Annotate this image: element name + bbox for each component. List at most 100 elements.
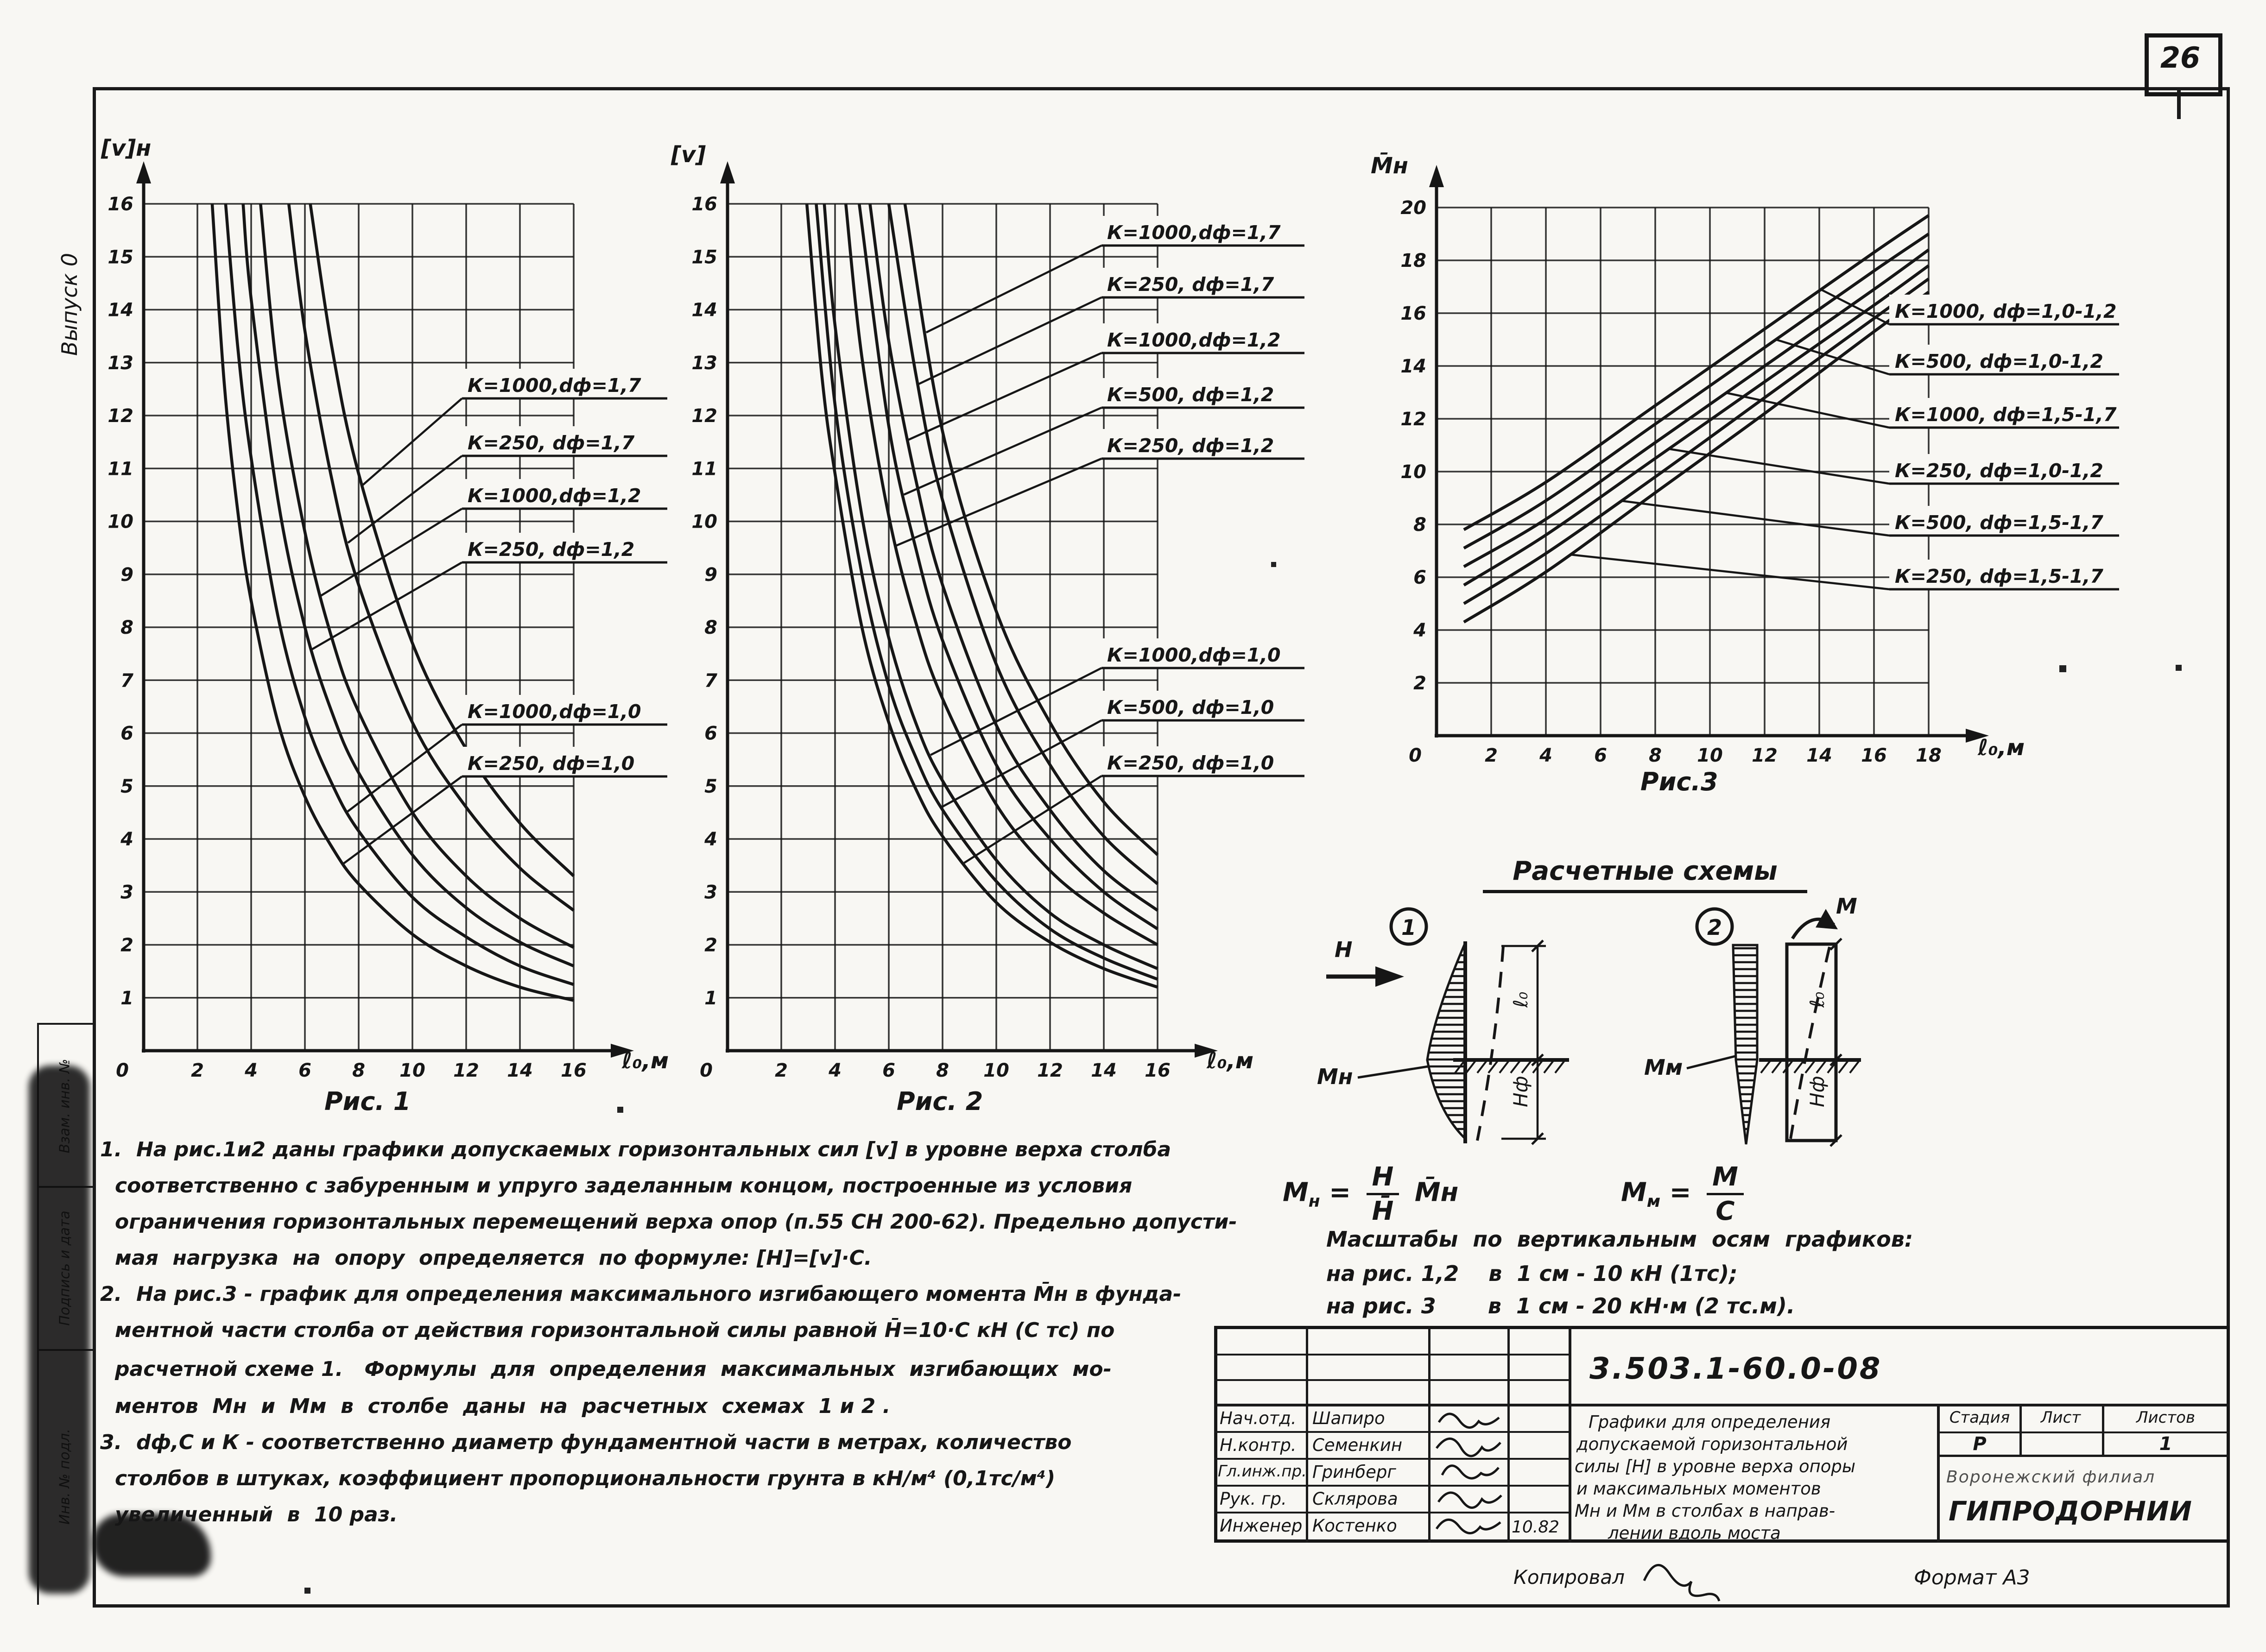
org-name: ГИПРОДОРНИИ	[1949, 1495, 2192, 1527]
label-mask	[1889, 398, 2123, 429]
formula-2-denominator: С	[1715, 1196, 1735, 1226]
margin-line-h1	[37, 1023, 93, 1025]
x-tick-label: 8	[1649, 745, 1662, 766]
curve-label: К=250, dф=1,2	[468, 538, 634, 561]
label-mask	[1101, 216, 1308, 246]
x-tick-label: 12	[1752, 745, 1778, 766]
fig2-ylabel: [v]	[671, 142, 706, 168]
y-tick-label: 12	[1400, 409, 1426, 430]
x-tick-label: 10	[1697, 745, 1723, 766]
y-tick-label: 4	[704, 829, 717, 850]
ground-hatch	[1782, 1060, 1793, 1074]
curve-fig3-0	[1463, 214, 1930, 531]
curve-fig1-2	[241, 203, 575, 968]
ground-hatch	[1838, 1060, 1849, 1074]
frame-left	[93, 87, 96, 1608]
curve-label: К=500, dф=1,5-1,7	[1895, 511, 2103, 534]
formula-2-fraction: М С	[1707, 1162, 1744, 1226]
fig1-xlabel: ℓ₀,м	[622, 1048, 669, 1074]
y-tick-label: 15	[691, 246, 717, 268]
formula-2-numerator: М	[1707, 1162, 1744, 1195]
scheme-2: 2 М ℓ₀ Нф Мм	[1644, 894, 1861, 1147]
title-block	[1214, 1326, 2230, 1543]
stamp-title-line-5: Мн и Мм в столбах в направ-	[1575, 1501, 1836, 1521]
x-axis-arrow	[1966, 729, 1989, 743]
copied-label: Копировал	[1513, 1566, 1625, 1589]
formula-1-denominator: Н̄	[1372, 1196, 1394, 1226]
formula-1: Мн = Н Н̄ М̄н	[1283, 1162, 1458, 1226]
fig1-caption: Рис. 1	[324, 1087, 411, 1116]
sheets-label: Листов	[2136, 1408, 2195, 1427]
fig3-chart: 0 2 4 6 8 10 12 14 16 18 2 4 6 8 10 12 14 16 18 20 К=1000, d…	[1400, 165, 2123, 766]
formula-2-eq: =	[1669, 1177, 1691, 1208]
label-leader	[903, 406, 1102, 496]
stamp-line	[2102, 1404, 2104, 1455]
y-tick-label: 10	[108, 511, 133, 533]
x-tick-label: 14	[1091, 1060, 1117, 1081]
org-branch: Воронежский филиал	[1946, 1468, 2156, 1487]
scales-row-2: на рис. 3 в 1 см - 20 кН·м (2 тс.м).	[1326, 1293, 1795, 1318]
scheme-2-moment-top-label: М	[1836, 894, 1857, 919]
x-tick-label: 4	[828, 1060, 842, 1081]
scheme-2-number: 2	[1707, 915, 1722, 940]
y-axis-arrow	[1429, 165, 1444, 187]
sheet-label: Лист	[2040, 1408, 2081, 1427]
formula-1-lhs-base: М	[1283, 1177, 1309, 1208]
y-tick-label: 11	[108, 458, 133, 479]
x-tick-label: 2	[1485, 745, 1498, 766]
stamp-line	[1507, 1326, 1510, 1543]
curve-label: К=250, dф=1,0	[1107, 752, 1274, 774]
x-tick-label: 6	[298, 1060, 311, 1081]
stamp-line	[1214, 1458, 1571, 1460]
curve-fig3-5	[1463, 290, 1930, 624]
stamp-line	[1214, 1512, 1571, 1513]
scheme-1-deflection	[1476, 946, 1505, 1141]
label-leader	[320, 508, 463, 597]
x-tick-label: 2	[191, 1060, 204, 1081]
stamp-line	[1428, 1326, 1430, 1543]
stamp-line	[1937, 1404, 1940, 1543]
y-tick-label: 1	[704, 988, 717, 1009]
y-tick-label: 3	[120, 882, 133, 903]
scales-title: Масштабы по вертикальным осям графиков:	[1326, 1227, 1913, 1252]
label-mask	[1889, 454, 2123, 485]
ink-smudge-margin	[29, 1066, 90, 1594]
ground-hatch	[1816, 1060, 1827, 1074]
stamp-role-2: Н.контр.	[1220, 1435, 1297, 1455]
label-leader	[347, 724, 463, 813]
label-mask	[1889, 560, 2123, 590]
curve-label: К=500, dф=1,2	[1107, 384, 1274, 406]
stamp-line	[1214, 1354, 1571, 1356]
curve-label: К=1000,dф=1,0	[1107, 644, 1281, 666]
label-leader	[361, 397, 463, 486]
note-line-2: соответственно с забуренным и упруго зад…	[115, 1174, 1133, 1198]
stamp-role-1: Нач.отд.	[1220, 1408, 1297, 1428]
x-axis-arrow	[1195, 1044, 1218, 1058]
ground-hatch	[1487, 1060, 1499, 1074]
formula-1-numerator: Н	[1366, 1162, 1399, 1195]
stamp-line	[1571, 1404, 2230, 1406]
label-mask	[462, 426, 671, 457]
y-tick-label: 5	[120, 776, 133, 797]
y-tick-label: 8	[704, 617, 717, 638]
y-tick-label: 4	[120, 829, 133, 850]
curve-fig1-0	[210, 203, 574, 1002]
formula-1-mult: М̄н	[1414, 1177, 1459, 1208]
note-line-1: 1. На рис.1и2 даны графики допускаемых г…	[100, 1138, 1171, 1161]
label-leader	[311, 561, 463, 650]
formula-1-fraction: Н Н̄	[1366, 1162, 1399, 1226]
stamp-role-3: Гл.инж.пр.	[1218, 1462, 1307, 1481]
label-mask	[462, 479, 671, 510]
doc-number: 3.503.1-60.0-08	[1589, 1352, 1882, 1386]
y-tick-label: 13	[108, 353, 133, 374]
y-tick-label: 3	[704, 882, 717, 903]
stamp-name-1: Шапиро	[1312, 1408, 1385, 1428]
ground-hatch	[1771, 1060, 1782, 1074]
y-tick-label: 9	[120, 564, 133, 586]
y-tick-label: 9	[704, 564, 717, 586]
label-leader	[1621, 499, 1890, 537]
stamp-line	[1214, 1431, 1571, 1433]
y-tick-label: 20	[1400, 197, 1426, 219]
x-tick-label: 18	[1916, 745, 1942, 766]
